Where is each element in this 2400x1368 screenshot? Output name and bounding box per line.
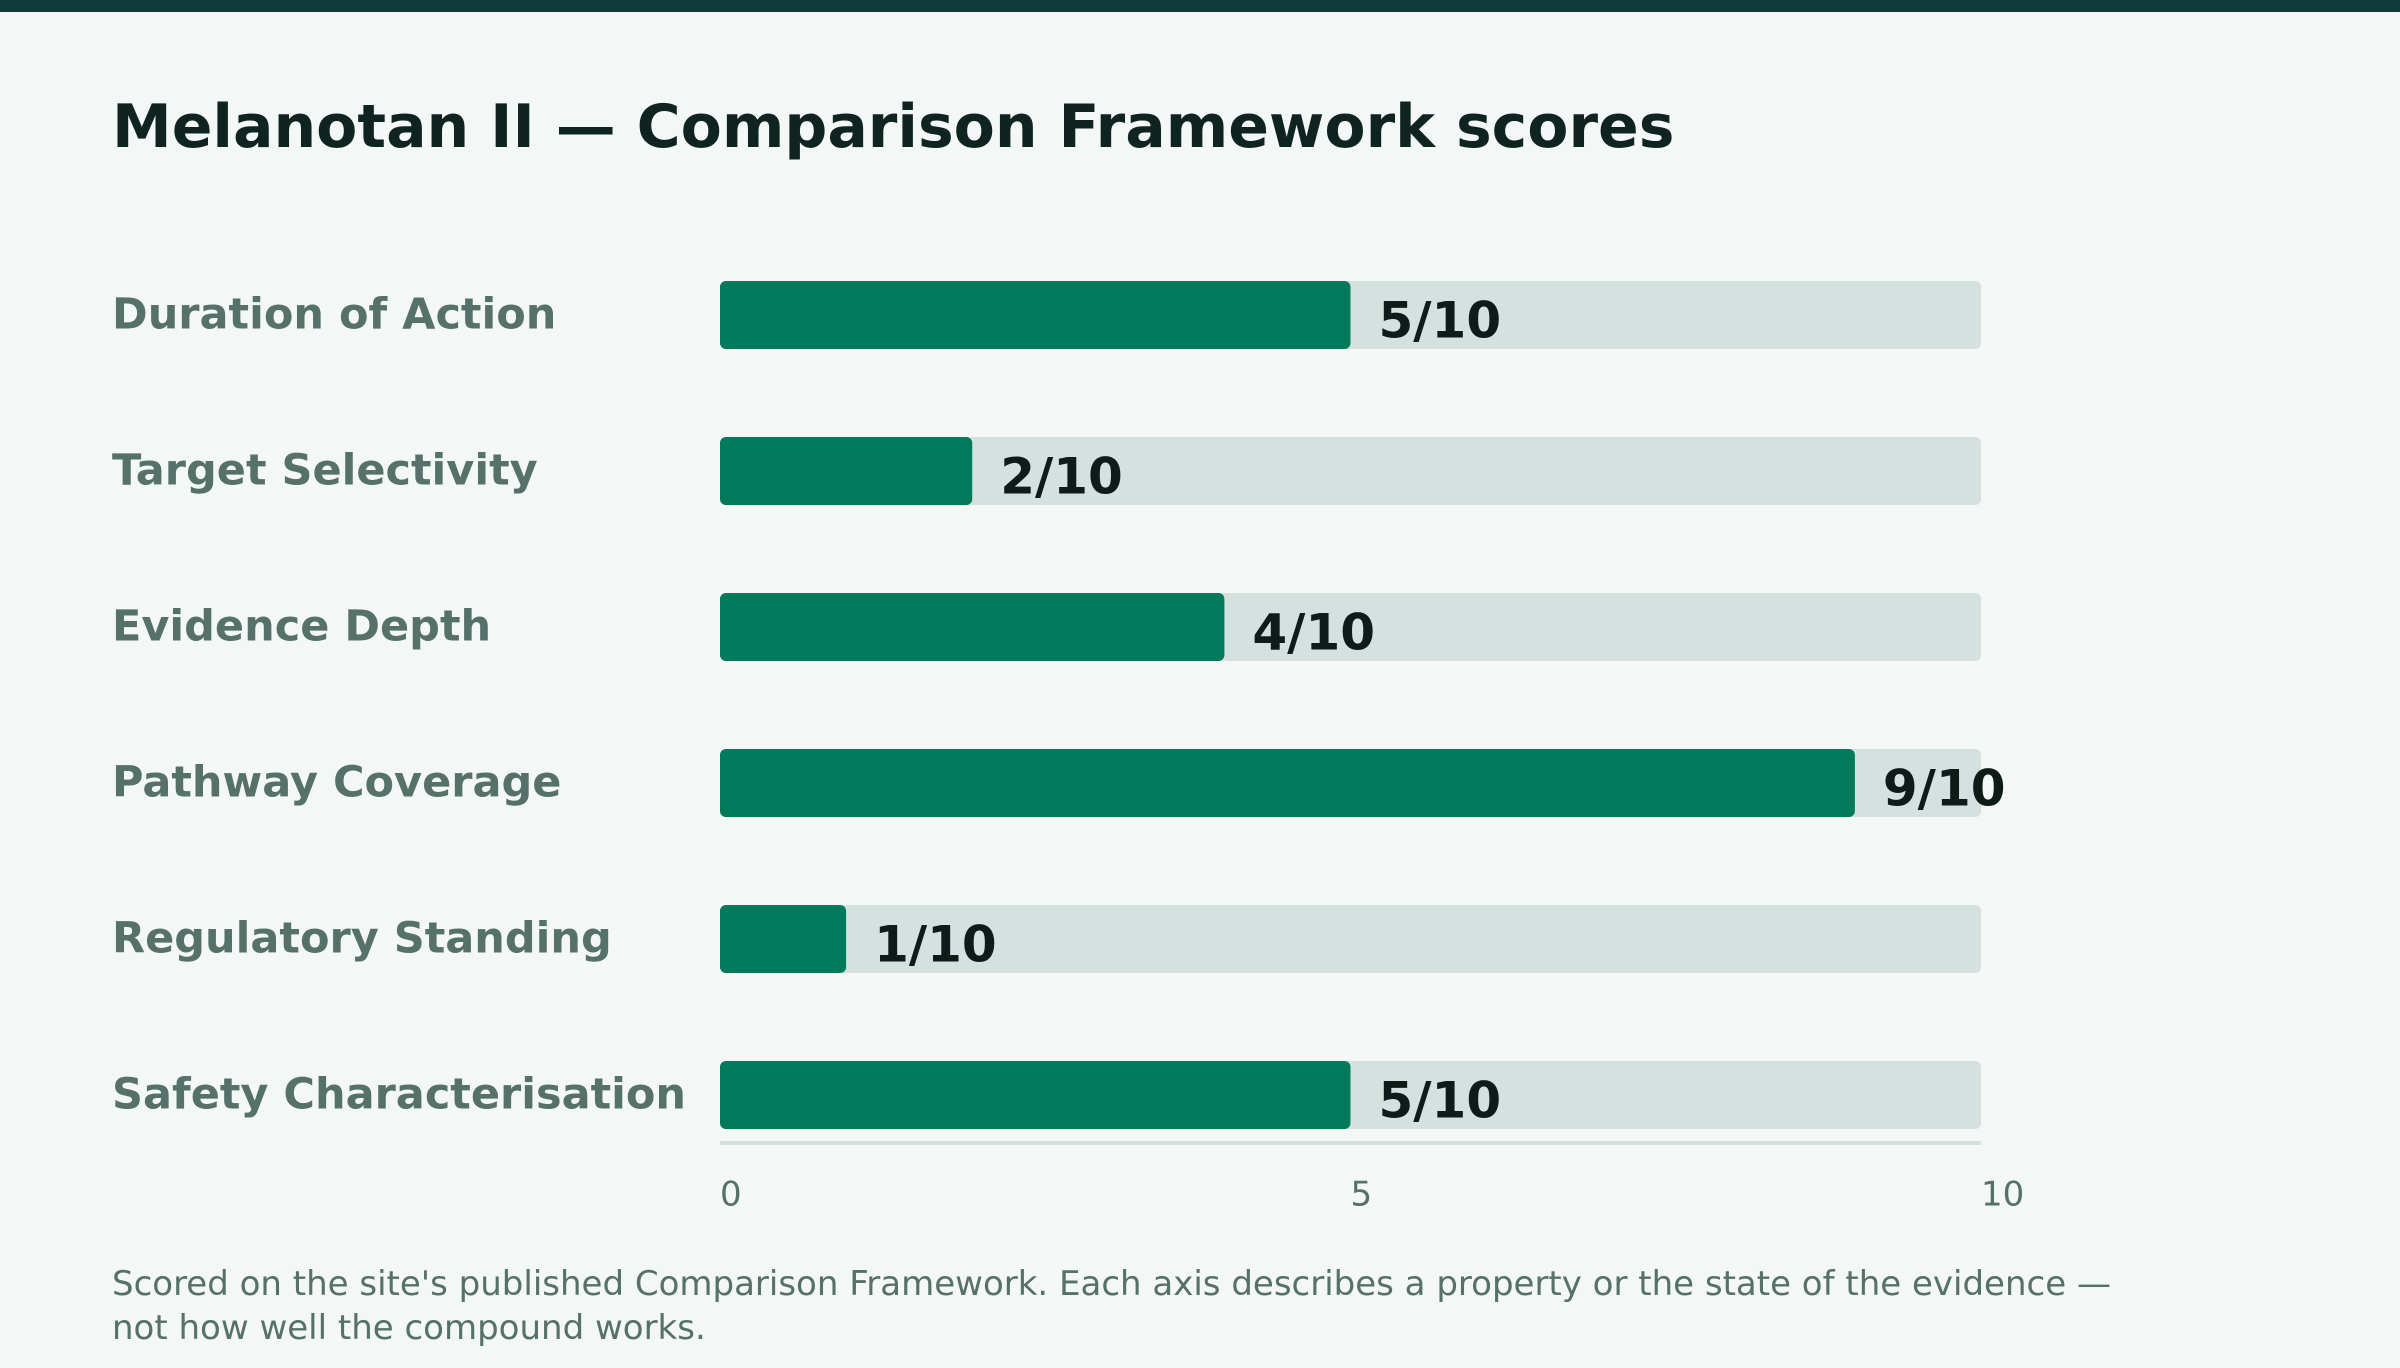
value-label: 2/10 — [1000, 448, 1123, 506]
bar-track — [720, 905, 1981, 973]
category-label: Target Selectivity — [112, 446, 538, 496]
bar — [720, 905, 847, 973]
bar — [720, 437, 973, 505]
category-label: Regulatory Standing — [112, 914, 612, 964]
value-label: 5/10 — [1379, 1072, 1502, 1130]
category-label: Duration of Action — [112, 290, 556, 340]
bar — [720, 749, 1855, 817]
x-tick-label: 5 — [1351, 1175, 1373, 1215]
bar — [720, 593, 1225, 661]
value-label: 4/10 — [1252, 604, 1375, 662]
category-label: Pathway Coverage — [112, 758, 561, 808]
bar — [720, 1061, 1351, 1129]
bar — [720, 281, 1351, 349]
value-label: 1/10 — [874, 916, 997, 974]
category-label: Evidence Depth — [112, 602, 491, 652]
value-label: 5/10 — [1379, 292, 1502, 350]
category-label: Safety Characterisation — [112, 1070, 686, 1120]
bar-track — [720, 437, 1981, 505]
chart-footnote: Scored on the site's published Compariso… — [112, 1264, 2111, 1348]
chart-title: Melanotan II — Comparison Framework scor… — [112, 92, 1675, 162]
x-tick-label: 0 — [720, 1175, 742, 1215]
top-accent-stripe — [0, 0, 2400, 12]
value-label: 9/10 — [1883, 760, 2006, 818]
x-tick-label: 10 — [1981, 1175, 2024, 1215]
